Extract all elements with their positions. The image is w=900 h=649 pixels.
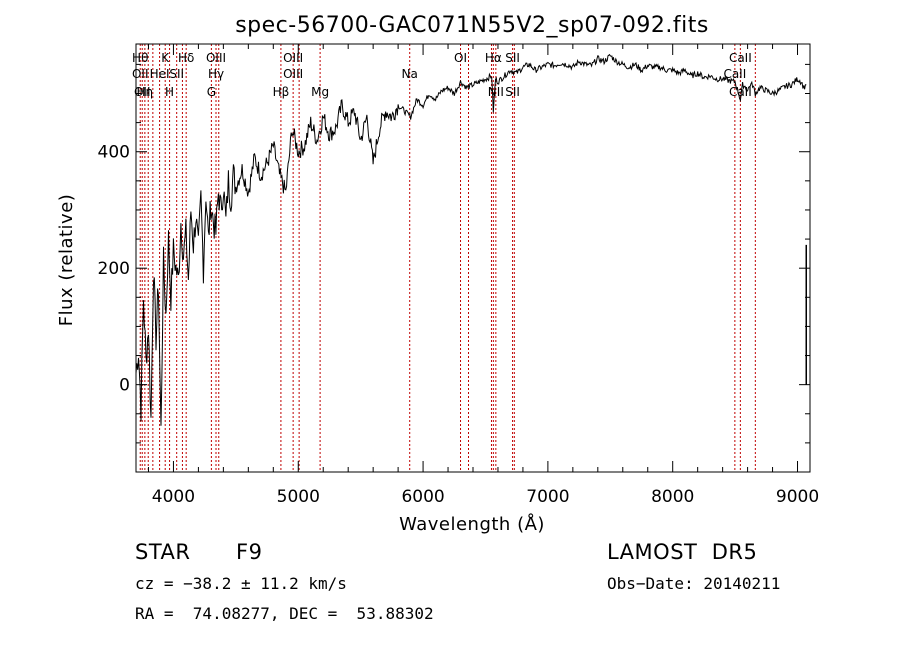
spectral-line-labels: HθOIIOIIHηHeIKHSIIHδGOIIIHγHβOIIIOIIIMgN…	[132, 51, 752, 99]
spectrum-line	[135, 53, 807, 426]
spectral-line-label: OIII	[206, 51, 226, 65]
observation-date: Obs−Date: 20140211	[607, 574, 781, 593]
spectral-line-label: OIII	[283, 51, 303, 65]
spectral-line-label: CaII	[729, 51, 752, 65]
x-tick-label: 8000	[651, 487, 694, 507]
axis-ticks	[136, 44, 810, 472]
survey-label: LAMOST DR5	[607, 540, 758, 564]
x-tick-label: 7000	[526, 487, 569, 507]
x-tick-label: 6000	[401, 487, 444, 507]
y-tick-label: 200	[98, 259, 130, 279]
x-tick-label: 5000	[277, 487, 320, 507]
y-axis-label: Flux (relative)	[56, 194, 77, 327]
spectral-line-label: SII	[505, 51, 520, 65]
spectrum-series	[135, 53, 808, 426]
spectral-line-label: CaII	[723, 67, 746, 81]
spectral-line-label: OII	[134, 85, 151, 99]
spectral-line-label: Hθ	[132, 51, 148, 65]
chart-title: spec-56700-GAC071N55V2_sp07-092.fits	[235, 13, 709, 38]
x-tick-label: 4000	[152, 487, 195, 507]
spectral-line-label: Hδ	[178, 51, 194, 65]
object-class: STAR	[135, 540, 191, 564]
spectral-line-label: Na	[402, 67, 418, 81]
spectral-line-label: Hη	[137, 85, 154, 99]
redshift-cz: cz = −38.2 ± 11.2 km/s	[135, 574, 347, 593]
axis-tick-labels: 4000 5000 6000 7000 8000 9000 0 200 400	[98, 143, 820, 507]
y-tick-label: 400	[98, 143, 130, 163]
spectral-line-label: Mg	[311, 85, 329, 99]
spectral-line-label: K	[161, 51, 170, 65]
plot-frame	[135, 43, 811, 473]
spectral-line-label: HeI	[150, 67, 170, 81]
spectral-line-label: Hα	[485, 51, 502, 65]
spectral-line-markers	[139, 44, 756, 472]
spectral-line-label: Hβ	[273, 85, 290, 99]
spectral-line-label: OI	[454, 51, 467, 65]
spectral-line-label: SII	[169, 67, 184, 81]
y-tick-label: 0	[119, 376, 130, 396]
coordinates: RA = 74.08277, DEC = 53.88302	[135, 604, 434, 623]
spectral-line-label: H	[165, 85, 174, 99]
spectral-line-label: OII	[132, 67, 149, 81]
x-axis-label: Wavelength (Å)	[399, 513, 545, 535]
spectral-line-label: Hγ	[208, 67, 224, 81]
spectral-line-label: NII	[488, 85, 504, 99]
spectrum-chart: spec-56700-GAC071N55V2_sp07-092.fits Hθ O…	[56, 13, 820, 535]
spectral-subclass: F9	[236, 540, 263, 564]
x-tick-label: 9000	[776, 487, 819, 507]
spectral-line-label: SII	[505, 85, 520, 99]
spectral-line-label: G	[207, 85, 216, 99]
spectral-line-label: OIII	[283, 67, 303, 81]
